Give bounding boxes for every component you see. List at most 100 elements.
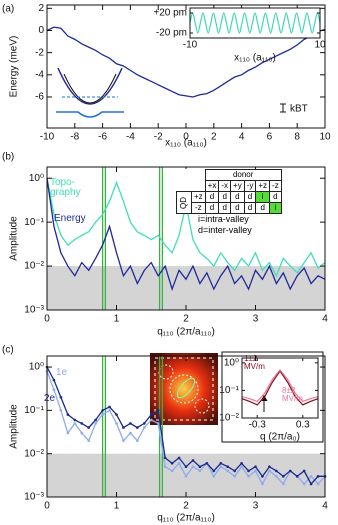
- y-tick-label: 2: [38, 3, 44, 14]
- point: [212, 469, 216, 473]
- label-box: Energy: [54, 214, 86, 224]
- point: [254, 465, 257, 469]
- panel-label: (a): [2, 4, 14, 15]
- column-header: -x: [218, 180, 232, 192]
- point: [309, 482, 313, 486]
- point: [316, 475, 320, 478]
- point: [226, 469, 229, 473]
- series-line: [241, 369, 319, 403]
- y-tick-label: 0: [38, 25, 44, 36]
- y-tick-label: -2: [35, 47, 44, 58]
- x-axis-label: q₁₁₀ (2π/a₁₁₀): [157, 327, 215, 338]
- table-cell: d: [204, 191, 220, 203]
- x-tick-label: 3: [253, 501, 259, 512]
- point: [226, 465, 229, 469]
- table-cell: d: [218, 191, 232, 203]
- plot-frame: [241, 357, 319, 419]
- point: [87, 426, 90, 429]
- point: [52, 378, 56, 382]
- point: [191, 459, 195, 462]
- column-header: +z: [255, 180, 271, 192]
- point: [198, 469, 202, 473]
- point: [122, 439, 125, 442]
- x-tick-label: -2: [154, 132, 163, 143]
- point: [108, 409, 111, 412]
- point: [275, 469, 278, 473]
- point: [149, 418, 153, 422]
- x-tick-label: 10: [319, 132, 331, 143]
- series-line: [241, 370, 319, 406]
- point: [101, 409, 104, 412]
- table-box: donor+x -x +y -y +z -zQD +z d d d d i d-z d d d d d ii=int…: [176, 169, 324, 236]
- x-tick-label: 3: [253, 314, 259, 325]
- point: [316, 482, 320, 486]
- y-axis-label: Energy (meV): [9, 36, 20, 98]
- x-tick-label: -4: [126, 132, 135, 143]
- point: [184, 475, 188, 478]
- point: [59, 396, 63, 399]
- point: [94, 422, 97, 425]
- point: [143, 422, 146, 425]
- series-line: [189, 12, 321, 34]
- x-axis-label: x₁₁₀ (a₁₁₀): [165, 138, 207, 149]
- label-box: 8±2 MV/m: [282, 387, 303, 403]
- x-tick-label: 0.3: [296, 420, 310, 431]
- y-tick-label: -4: [35, 69, 44, 80]
- point: [66, 413, 70, 416]
- table-cell: d: [255, 202, 271, 214]
- point: [219, 465, 223, 469]
- table-row: +x -x +y -y +z -z: [177, 180, 282, 192]
- table-cell: i: [269, 202, 282, 214]
- point: [156, 409, 160, 412]
- point: [108, 405, 111, 409]
- y-axis-label: Amplitude: [9, 404, 20, 449]
- table-wrap: donor +x -x +y -y +z -z QD +z d d d d i d -z d d d d d i i=int…: [176, 169, 324, 236]
- y-tick-label: 10⁻²: [24, 448, 44, 459]
- x-tick-label: -6: [98, 132, 107, 143]
- table-note: d=inter-valley: [198, 225, 252, 235]
- panel-label: (b): [2, 152, 14, 163]
- table-cell: d: [218, 202, 232, 214]
- x-tick-label: -0.3: [249, 420, 267, 431]
- point: [136, 439, 139, 442]
- point: [122, 426, 125, 429]
- valley-sketch: [56, 67, 124, 118]
- stm-image: [150, 353, 218, 425]
- annotation: kBT: [290, 104, 308, 115]
- table-cell: d: [204, 202, 220, 214]
- legend-label: 8±2 MV/m: [282, 387, 303, 403]
- row-group-label: QD: [176, 191, 192, 214]
- x-tick-label: 1: [114, 314, 120, 325]
- y-tick-label: 10⁻¹: [24, 405, 44, 416]
- y-tick-label: -6: [35, 92, 44, 103]
- x-tick-label: 0: [44, 501, 50, 512]
- point: [73, 418, 77, 422]
- point: [275, 475, 278, 478]
- point: [219, 461, 223, 465]
- point: [101, 413, 104, 416]
- label-wrap: 1e: [56, 368, 76, 378]
- y-tick-label: -20 pm: [156, 28, 187, 39]
- y-tick-label: 10⁻²: [219, 413, 239, 424]
- series-line: [46, 178, 326, 292]
- legend-label: 1±2 MV/m: [244, 355, 265, 371]
- table-cell: d: [243, 191, 257, 203]
- point: [205, 461, 209, 465]
- point: [268, 469, 271, 473]
- y-tick-label: +20 pm: [153, 8, 187, 19]
- point: [233, 475, 236, 478]
- x-tick-label: 6: [267, 132, 273, 143]
- point: [212, 475, 216, 478]
- point: [170, 461, 174, 465]
- point: [261, 475, 264, 478]
- x-axis-label: q₁₁₀ (2π/a₁₁₀): [157, 513, 215, 524]
- table-note: i=intra-valley: [198, 214, 249, 224]
- point: [247, 469, 250, 473]
- point: [52, 388, 56, 392]
- legend-label: Topo-graphy: [50, 178, 81, 198]
- x-axis-label: q (2π/a₀): [260, 432, 300, 443]
- noise-band: [47, 266, 325, 310]
- valley-table: donor +x -x +y -y +z -z QD +z d d d d i d -z d d d d d i: [176, 169, 282, 214]
- y-tick-label: 10⁰: [29, 362, 44, 373]
- x-tick-label: 4: [322, 501, 328, 512]
